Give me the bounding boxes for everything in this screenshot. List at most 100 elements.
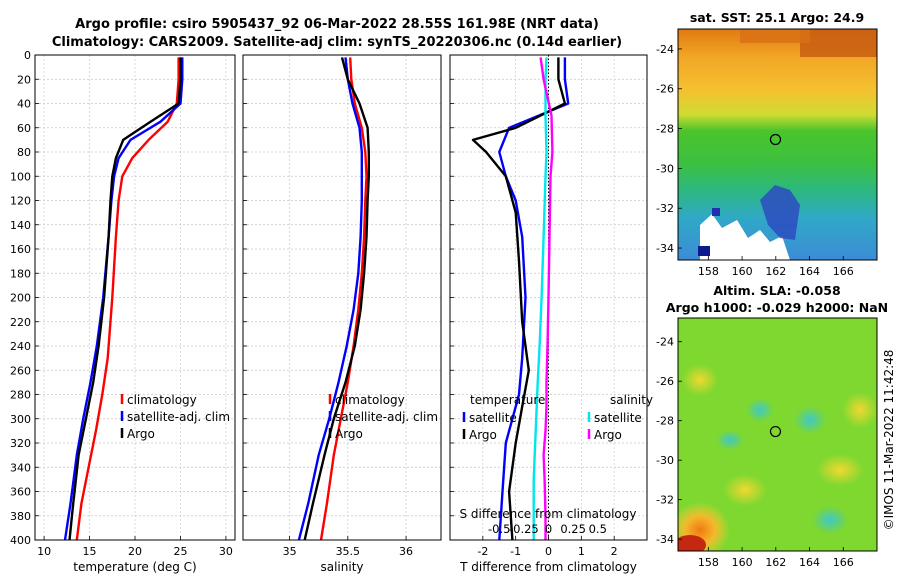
legend-label: satellite [469,411,517,425]
y-tick-label: -30 [656,162,674,175]
x-tick-label: 158 [698,556,719,569]
legend-label: Argo [335,427,363,441]
series-line-s-argo [539,57,554,540]
y-tick-label: 200 [10,292,31,305]
y-tick-label: 40 [17,98,31,111]
s-tick-label: 0.5 [589,522,607,536]
y-tick-label: 120 [10,195,31,208]
imos-credit: ©IMOS 11-Mar-2022 11:42:48 [882,350,896,531]
plot-frame [242,54,442,541]
y-tick-label: 340 [10,461,31,474]
sst-map-title: sat. SST: 25.1 Argo: 24.9 [690,10,864,25]
y-tick-label: 320 [10,437,31,450]
legend-title-salinity: salinity [610,393,653,407]
x-tick-label: 35.5 [336,545,361,558]
legend-label: Argo [127,427,155,441]
y-tick-label: -24 [656,43,674,56]
x-tick-label: 1 [578,545,585,558]
sla-map-title-line2: Argo h1000: -0.029 h2000: NaN [666,300,888,315]
sla-anomaly [746,398,774,422]
legend-label: satellite-adj. clim [127,410,230,424]
y-tick-label: -30 [656,454,674,467]
sla-map-panel: Altim. SLA: -0.058 Argo h1000: -0.029 h2… [656,283,888,569]
y-tick-label: 60 [17,122,31,135]
sst-cold-dot [712,208,720,216]
x-tick-label: 158 [698,265,719,278]
difference-panel: -2 -1 0 1 2 T difference from climatology temp… [449,54,653,574]
x-tick-label: -1 [510,545,521,558]
salinity-panel: 35 35.5 36 salinity climatology satellite-adj… [242,54,442,574]
sst-land-mask [700,214,790,260]
x-tick-label: 162 [765,556,786,569]
sla-anomaly [716,430,744,450]
x-tick-label: 15 [83,545,97,558]
y-tick-label: 260 [10,364,31,377]
legend-label: climatology [335,393,405,407]
sst-map-panel: sat. SST: 25.1 Argo: 24.9 158 160 162 164 16… [656,10,878,278]
y-tick-label: 360 [10,486,31,499]
sst-warm-band [740,29,810,43]
series-line-satellite-adj-clim [297,57,363,541]
sst-cold-patch [760,185,800,240]
sla-anomaly [794,406,826,434]
sst-map-frame [677,28,878,261]
y-tick-label: 0 [24,49,31,62]
x-axis-label: T difference from climatology [459,560,637,574]
y-tick-label: 180 [10,267,31,280]
y-tick-label: -28 [656,123,674,136]
series-line-t-argo [471,57,567,541]
argo-location-marker [769,425,782,438]
y-tick-label: -34 [656,242,674,255]
temperature-panel: 0 20 40 60 80 100 120 140 160 180 200 220 240 260 280 3… [10,49,236,574]
plot-frame [449,54,648,541]
sla-anomaly [816,454,864,486]
s-tick-label: 0.25 [560,522,586,536]
sla-map-title-line1: Altim. SLA: -0.058 [713,283,840,298]
x-tick-label: 162 [765,265,786,278]
sla-map-frame [677,317,878,552]
x-tick-label: 0 [545,545,552,558]
y-tick-label: -32 [656,494,674,507]
sst-cold-dot [698,246,710,256]
y-tick-label: 160 [10,243,31,256]
sla-anomaly [812,506,848,534]
legend-label: satellite [594,411,642,425]
plot-frame [34,54,236,541]
y-tick-label: -34 [656,533,674,546]
x-tick-label: 166 [833,265,854,278]
y-tick-label: 400 [10,534,31,547]
y-tick-label: 80 [17,146,31,159]
s-tick-label: -0.25 [509,522,539,536]
legend-label: Argo [594,428,622,442]
x-tick-label: 36 [399,545,413,558]
y-tick-label: 220 [10,316,31,329]
x-tick-label: 35 [283,545,297,558]
x-tick-label: 164 [799,556,820,569]
s-axis-label: S difference from climatology [460,507,637,521]
x-tick-label: 10 [37,545,51,558]
y-tick-label: -26 [656,375,674,388]
series-line-climatology [319,57,368,541]
series-line-argo [68,57,182,541]
y-tick-label: 380 [10,510,31,523]
sla-anomaly [723,474,767,506]
x-tick-label: 2 [611,545,618,558]
s-tick-label: 0 [545,522,552,536]
argo-location-marker [769,133,782,146]
legend-label: Argo [469,428,497,442]
s-tick-label: -0.5 [488,522,510,536]
x-axis-label: salinity [320,560,363,574]
sla-anomaly [678,535,706,551]
x-tick-label: 166 [833,556,854,569]
legend-label: satellite-adj. clim [335,410,438,424]
sla-anomaly [842,392,877,428]
x-tick-label: 160 [732,265,753,278]
y-tick-label: -32 [656,202,674,215]
x-tick-label: 30 [219,545,233,558]
sla-anomaly [682,364,718,396]
x-tick-label: 20 [128,545,142,558]
y-tick-label: 100 [10,170,31,183]
y-tick-label: 280 [10,389,31,402]
x-axis-label: temperature (deg C) [73,560,196,574]
